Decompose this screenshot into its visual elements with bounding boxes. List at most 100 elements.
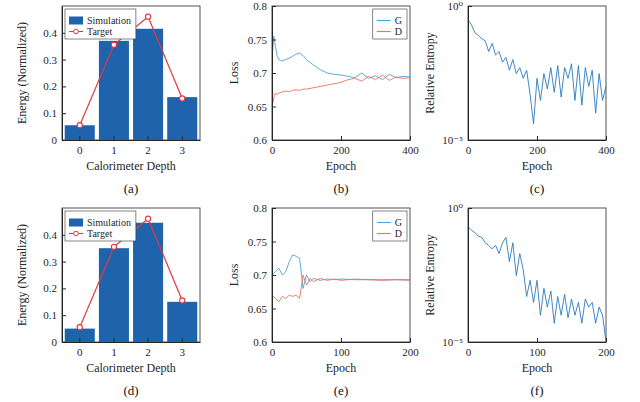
legend: GD [373,9,407,39]
tick-mark [606,338,607,342]
tick: 3 [179,338,185,358]
x-axis-line [63,342,201,343]
legend-swatch [377,20,391,21]
legend: GD [373,211,407,241]
tick-mark [410,136,411,140]
tick-mark [62,315,66,316]
legend-label: Simulation [87,15,131,26]
tick-mark [272,338,273,342]
tick-mark [468,338,469,342]
legend-marker [74,29,79,34]
y-axis: 10⁻⁵ 10⁰ [442,202,472,348]
tick: 0.4 [43,229,66,241]
plot-frame [468,208,606,342]
panel: 10⁻⁵10⁰0200400EpochRelative Entropy(c) [423,0,615,196]
x-axis: 0 200 400 [270,136,420,156]
tick-label: 0.1 [43,107,57,119]
x-axis-line [273,342,411,343]
tick: 200 [402,338,419,358]
tick-label: 3 [179,346,185,358]
tick-label: 400 [598,144,615,156]
legend-box [373,9,407,39]
y-axis-title: Loss [227,263,241,286]
tick-label: 0.2 [43,282,57,294]
y-axis-title: Loss [227,61,241,84]
y-axis: 0.60.650.70.750.8 [248,0,276,146]
tick-mark [272,107,276,108]
tick: 0.7 [253,67,276,79]
y-axis-title: Energy (Normalized) [15,224,29,326]
legend: SimulationTarget [65,211,136,241]
tick: 400 [598,136,615,156]
tick-label: 0 [270,144,276,156]
x-axis-title: Calorimeter Depth [86,159,176,173]
tick-label: 0.1 [43,309,57,321]
plot-frame [62,6,200,140]
marker [145,14,150,19]
tick-mark [62,113,66,114]
x-axis-title: Epoch [326,361,357,375]
x-axis-title: Epoch [522,159,553,173]
tick-label: 0.4 [43,27,57,39]
legend-box [373,211,407,241]
tick-label: 0.6 [253,336,267,348]
tick: 10⁰ [448,202,472,214]
tick-label: 3 [179,144,185,156]
tick-label: 0.75 [248,34,268,46]
tick: 10⁰ [448,0,472,12]
tick-label: 0.4 [43,229,57,241]
tick-mark [272,136,273,140]
tick-label: 0.3 [43,256,57,268]
tick-mark [79,136,80,140]
tick-label: 100 [333,346,350,358]
tick: 0.65 [248,303,276,315]
tick: 0.65 [248,101,276,113]
tick: 2 [145,136,151,156]
tick-mark [537,136,538,140]
caption: (f) [531,383,544,398]
tick-label: 0 [466,144,472,156]
tick: 0.75 [248,34,276,46]
tick-mark [113,338,114,342]
x-axis-line [63,140,201,141]
bar [65,329,95,342]
tick: 1 [111,136,117,156]
tick-label: 100 [529,346,546,358]
caption: (c) [530,181,544,196]
plot-frame [468,6,606,140]
tick-label: 400 [402,144,419,156]
tick: 3 [179,136,185,156]
panel: 0.60.650.70.750.80100200EpochLoss(e)GD [227,202,419,398]
marker [111,244,116,249]
caption: (a) [124,181,138,196]
tick-label: 0.75 [248,236,268,248]
tick-mark [272,6,276,7]
tick-label: 0.65 [248,303,268,315]
tick-mark [468,6,472,7]
legend-box [65,211,136,241]
legend-label: Simulation [87,217,131,228]
plot-frame [62,208,200,342]
legend-swatch [377,233,391,234]
x-axis: 0123 [63,136,201,156]
tick-label: 0.2 [43,80,57,92]
tick: 200 [333,136,350,156]
x-axis-title: Calorimeter Depth [86,361,176,375]
legend: SimulationTarget [65,9,136,39]
tick-mark [341,338,342,342]
legend-label: G [395,217,402,228]
legend-swatch [377,31,391,32]
caption: (e) [334,383,348,398]
tick-mark [468,136,469,140]
tick-label: 2 [145,144,151,156]
marker [180,96,185,101]
tick-label: 0 [466,346,472,358]
tick-label: 10⁻⁵ [442,336,463,348]
tick: 0.8 [253,202,276,214]
marker [77,123,82,128]
tick: 0.3 [43,256,66,268]
tick-label: 1 [111,346,117,358]
tick: 0.3 [43,54,66,66]
tick-label: 0 [52,134,58,146]
tick-mark [62,262,66,263]
